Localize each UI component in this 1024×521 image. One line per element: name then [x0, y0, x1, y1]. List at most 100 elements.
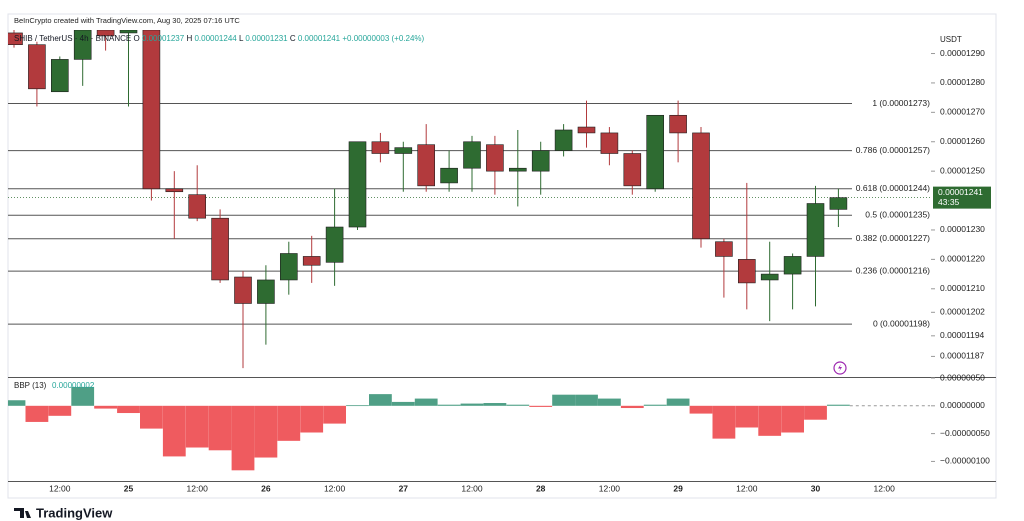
- y-tick-label: 0.00001230: [940, 224, 985, 234]
- y-tick-label: 0.00001290: [940, 48, 985, 58]
- x-tick-label: 30: [811, 483, 821, 493]
- frame: [7, 13, 997, 499]
- histogram-bar: [346, 405, 369, 407]
- histogram-bar: [185, 405, 209, 448]
- y-tick-label: 0.00001280: [940, 77, 985, 87]
- y-tick-label: −0.00000050: [940, 428, 990, 438]
- ohlc-key: H: [186, 34, 192, 43]
- candle-body: [142, 30, 161, 190]
- candle-body: [371, 141, 390, 154]
- y-tick-label: 0.00001250: [940, 165, 985, 175]
- y-tick-label: 0.00001187: [940, 351, 985, 361]
- candle-body: [554, 129, 573, 151]
- x-tick-label: 12:00: [187, 483, 209, 493]
- histogram-bar: [666, 398, 690, 406]
- histogram-bar: [529, 405, 553, 407]
- change: +0.00000003 (+0.24%): [342, 34, 424, 43]
- ohlc-value: 0.00001237: [142, 34, 185, 43]
- candle-body: [646, 114, 665, 190]
- candle-body: [325, 226, 344, 263]
- histogram-bar: [208, 405, 232, 451]
- candle-body: [28, 44, 46, 90]
- y-tick-label: 0.00000050: [940, 372, 985, 382]
- candle-body: [348, 141, 367, 228]
- histogram-bar: [94, 405, 117, 409]
- histogram-bar: [254, 405, 278, 458]
- x-tick-label: 12:00: [736, 483, 758, 493]
- x-tick-label: 28: [536, 483, 546, 493]
- candle-body: [669, 114, 687, 134]
- attribution: BeInCrypto created with TradingView.com,…: [14, 16, 240, 25]
- candle-body: [463, 141, 481, 169]
- candle-body: [234, 276, 252, 304]
- x-tick-label: 25: [124, 483, 134, 493]
- x-tick-label: 12:00: [324, 483, 346, 493]
- candle-body: [806, 203, 825, 257]
- candle-body: [692, 132, 710, 240]
- candle-body: [715, 241, 733, 257]
- candle-body: [73, 30, 92, 60]
- candle-body: [783, 256, 802, 275]
- candle-body: [486, 144, 504, 172]
- indicator-value: 0.00000002: [52, 381, 95, 390]
- currency: USDT: [940, 35, 962, 44]
- indicator-pane: [8, 386, 930, 471]
- candle-body: [531, 150, 550, 172]
- x-tick-label: 12:00: [874, 483, 896, 493]
- candle-body: [211, 217, 229, 281]
- histogram-bar: [712, 405, 736, 439]
- histogram-bar: [140, 405, 163, 429]
- y-tick-label: −0.00000100: [940, 456, 990, 466]
- candle-body: [440, 167, 458, 184]
- histogram-bar: [735, 405, 759, 428]
- histogram-bar: [643, 404, 667, 406]
- histogram-bar: [414, 398, 438, 406]
- legend: SHIB / TetherUS · 4h · BINANCE O 0.00001…: [14, 34, 425, 43]
- histogram-bar: [391, 401, 415, 406]
- x-tick-label: 12:00: [49, 483, 71, 493]
- histogram-bar: [689, 405, 713, 414]
- candle-body: [302, 256, 321, 266]
- fib-label: 0.618 (0.00001244): [856, 183, 930, 193]
- candle-body: [96, 30, 115, 37]
- histogram-bar: [277, 405, 301, 441]
- candle-body: [394, 147, 413, 154]
- ohlc-key: C: [290, 34, 296, 43]
- candle-body: [829, 197, 848, 210]
- histogram-bar: [437, 404, 461, 406]
- histogram-bar: [552, 394, 575, 406]
- brand-name: TradingView: [36, 505, 113, 520]
- y-tick-label: 0.00001220: [940, 254, 985, 264]
- fib-label: 1 (0.00001273): [872, 98, 930, 108]
- histogram-bar: [369, 394, 392, 406]
- histogram-bar: [575, 394, 598, 406]
- histogram-bar: [48, 405, 72, 416]
- y-tick-label: 0.00001270: [940, 107, 985, 117]
- candle-body: [257, 279, 275, 304]
- fib-label: 0.5 (0.00001235): [865, 210, 930, 220]
- last-price-label: 0.00001241: [938, 187, 983, 197]
- x-tick-label: 12:00: [599, 483, 621, 493]
- candle-body: [188, 194, 206, 219]
- histogram-bar: [827, 404, 850, 406]
- ohlc-value: 0.00001231: [245, 34, 288, 43]
- ohlc-key: O: [133, 34, 139, 43]
- candle-body: [8, 32, 23, 46]
- histogram-bar: [620, 405, 644, 409]
- countdown: 43:35: [938, 197, 960, 207]
- indicator-name: BBP (13): [14, 381, 47, 390]
- histogram-bar: [25, 405, 49, 422]
- brand: TradingView: [14, 505, 113, 520]
- ohlc-value: 0.00001244: [194, 34, 237, 43]
- histogram-bar: [781, 405, 804, 433]
- candle-body: [50, 59, 69, 93]
- histogram-bar: [804, 405, 827, 420]
- candle-body: [600, 132, 619, 154]
- x-tick-label: 26: [261, 483, 271, 493]
- candle-body: [623, 153, 642, 187]
- x-tick-label: 29: [673, 483, 683, 493]
- last-price-tag: [933, 186, 991, 209]
- histogram-bar: [598, 398, 621, 406]
- histogram-bar: [460, 403, 484, 406]
